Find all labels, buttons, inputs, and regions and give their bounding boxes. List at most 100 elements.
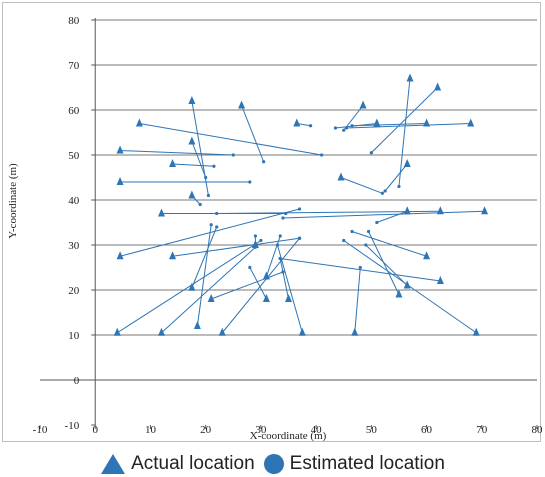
- estimated-point: [383, 189, 387, 193]
- actual-point: [238, 100, 246, 109]
- estimated-point: [284, 211, 288, 216]
- actual-point: [359, 100, 367, 109]
- y-tick-label: 20: [68, 285, 80, 297]
- error-line: [351, 123, 427, 127]
- estimated-point: [366, 229, 371, 234]
- actual-point: [135, 118, 143, 127]
- actual-point: [169, 159, 177, 167]
- actual-point: [403, 159, 411, 167]
- actual-point: [251, 240, 259, 248]
- x-tick-label: 70: [476, 424, 488, 436]
- x-tick-label: 0: [92, 424, 98, 436]
- error-line: [221, 237, 300, 334]
- x-tick-label: -10: [33, 424, 48, 436]
- estimated-series: [198, 124, 401, 274]
- error-line: [191, 141, 207, 178]
- y-tick-label: 50: [68, 150, 80, 162]
- error-line: [351, 231, 427, 257]
- error-lines: [117, 78, 485, 334]
- error-line: [172, 237, 300, 257]
- actual-point: [293, 118, 301, 127]
- estimated-point: [231, 153, 235, 157]
- circle-icon: [263, 453, 284, 474]
- estimated-point: [344, 126, 349, 130]
- y-tick-label: 30: [68, 240, 80, 252]
- error-line: [370, 87, 438, 154]
- estimated-point: [204, 175, 208, 180]
- x-tick-label: 10: [145, 424, 157, 436]
- error-line: [384, 163, 408, 192]
- actual-point: [207, 294, 215, 302]
- actual-point: [403, 280, 411, 289]
- error-line: [191, 100, 209, 196]
- x-tick-label: 20: [200, 424, 212, 436]
- actual-point: [472, 327, 480, 336]
- error-line: [265, 235, 281, 277]
- actual-point: [406, 73, 414, 82]
- estimated-point: [253, 234, 257, 238]
- actual-point: [157, 327, 165, 336]
- error-line: [117, 240, 262, 334]
- actual-point: [188, 96, 196, 104]
- error-line: [280, 258, 441, 282]
- estimated-point: [262, 160, 266, 164]
- y-tick-label: 70: [68, 60, 80, 72]
- actual-point: [423, 251, 431, 260]
- estimated-point: [259, 238, 263, 243]
- estimated-point: [364, 243, 368, 247]
- estimated-point: [308, 124, 313, 128]
- estimated-point: [209, 223, 213, 227]
- error-line: [282, 210, 485, 219]
- actual-point: [193, 321, 201, 329]
- y-tick-label: 80: [68, 15, 80, 27]
- estimated-point: [397, 184, 401, 189]
- actual-point: [262, 294, 270, 302]
- actual-point: [481, 206, 489, 215]
- actual-point: [337, 172, 345, 181]
- x-tick-label: 80: [532, 424, 544, 436]
- error-line: [120, 150, 234, 156]
- estimated-point: [278, 234, 282, 238]
- legend-item-estimated: Estimated location: [263, 453, 445, 475]
- estimated-point: [375, 220, 379, 225]
- x-tick-label: 60: [421, 424, 433, 436]
- actual-series: [113, 73, 489, 336]
- y-tick-label: 10: [68, 330, 80, 342]
- x-axis-title: X-coordinate (m): [250, 430, 327, 442]
- y-tick-label: 0: [74, 375, 80, 387]
- error-line: [139, 123, 322, 156]
- x-tick-labels: -10 0 10 20 30 40 50 60 70 80: [33, 424, 543, 436]
- error-line: [365, 244, 408, 286]
- error-line: [211, 271, 284, 300]
- error-line: [343, 105, 364, 131]
- legend-label-actual: Actual location: [131, 452, 255, 474]
- estimated-point: [320, 153, 324, 157]
- triangle-icon: [101, 453, 126, 474]
- actual-point: [113, 327, 121, 336]
- actual-point: [188, 190, 196, 199]
- actual-point: [395, 289, 403, 298]
- actual-point: [436, 206, 444, 215]
- estimated-point: [358, 265, 362, 270]
- actual-point: [351, 327, 359, 336]
- error-line: [346, 123, 471, 129]
- estimated-point: [333, 126, 338, 130]
- actual-point: [285, 294, 292, 302]
- legend: Actual location Estimated location: [0, 450, 545, 477]
- actual-point: [157, 208, 165, 217]
- y-tick-label: 60: [68, 105, 80, 117]
- estimated-point: [198, 202, 202, 207]
- estimated-point: [342, 128, 346, 132]
- axes: [39, 18, 538, 429]
- actual-point: [403, 206, 411, 215]
- error-line: [398, 78, 411, 187]
- actual-point: [436, 276, 444, 284]
- y-tick-labels: -10 0 10 20 30 40 50 60 70 80: [65, 15, 80, 432]
- estimated-point: [380, 191, 384, 195]
- y-tick-label: -10: [65, 420, 80, 432]
- error-line: [340, 177, 383, 194]
- actual-point: [169, 251, 177, 260]
- actual-point: [116, 177, 124, 185]
- y-tick-label: 40: [68, 195, 80, 207]
- estimated-point: [342, 238, 346, 243]
